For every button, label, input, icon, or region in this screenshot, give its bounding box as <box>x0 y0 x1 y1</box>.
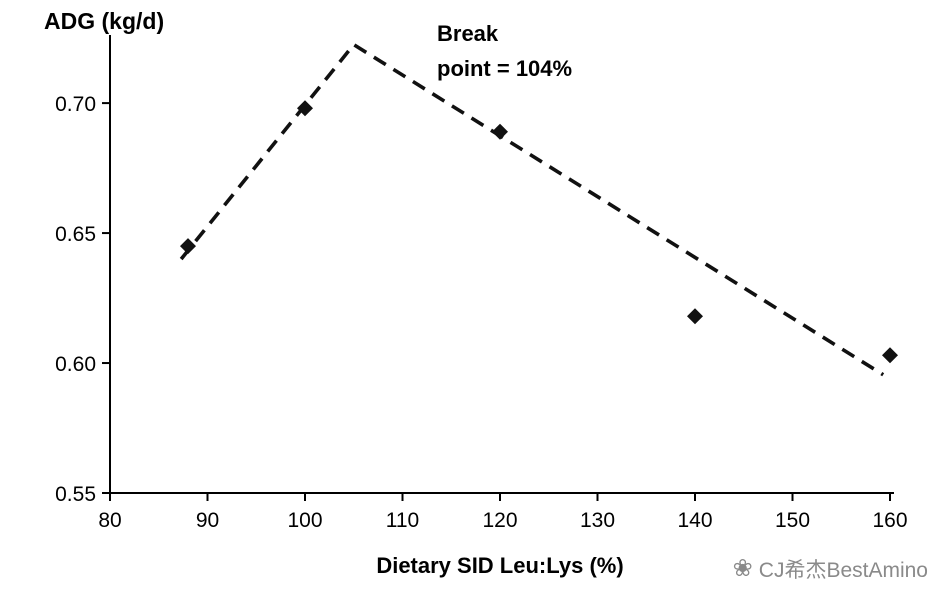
data-point-diamond <box>882 347 898 364</box>
cj-flower-logo-icon: ❀ <box>732 555 753 582</box>
breakpoint-annotation: Break point = 104% <box>437 16 572 86</box>
x-tick-label: 90 <box>196 509 219 532</box>
x-tick-label: 160 <box>872 509 907 532</box>
annotation-line-2: point = 104% <box>437 56 573 81</box>
data-point-diamond <box>687 308 703 325</box>
x-axis-title: Dietary SID Leu:Lys (%) <box>376 553 624 578</box>
x-tick-label: 100 <box>287 509 322 532</box>
y-tick-label: 0.65 <box>55 223 96 246</box>
y-tick-label: 0.60 <box>55 353 96 376</box>
y-tick-label: 0.70 <box>55 93 96 116</box>
x-tick-label: 130 <box>580 509 615 532</box>
watermark: ❀ CJ希杰BestAmino <box>728 554 928 584</box>
x-tick-label: 80 <box>98 509 121 532</box>
x-tick-label: 140 <box>677 509 712 532</box>
x-tick-label: 120 <box>482 509 517 532</box>
data-point-diamond <box>180 238 196 255</box>
x-tick-label: 110 <box>386 509 419 532</box>
data-point-diamond <box>297 100 313 117</box>
breakpoint-fit-line <box>179 42 885 377</box>
data-point-diamond <box>492 123 508 140</box>
y-axis-title: ADG (kg/d) <box>44 8 165 34</box>
x-tick-label: 150 <box>775 509 810 532</box>
y-tick-label: 0.55 <box>55 483 96 506</box>
annotation-line-1: Break <box>437 21 499 46</box>
watermark-text: CJ希杰BestAmino <box>758 559 928 582</box>
